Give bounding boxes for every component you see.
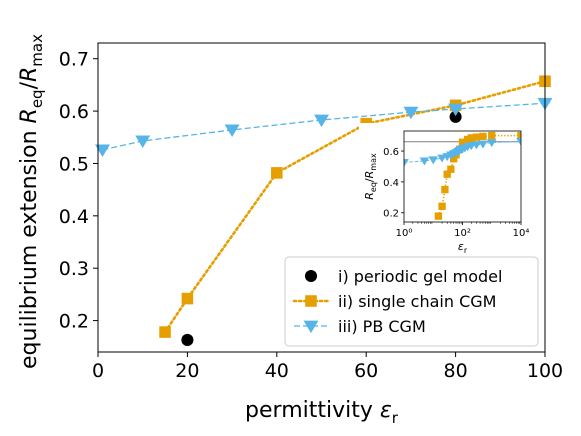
data-point (224, 124, 240, 138)
inset-y-tick-label: 0.4 (383, 178, 399, 189)
data-point (314, 114, 329, 128)
legend-label: i) periodic gel model (338, 267, 502, 286)
y-tick-label: 0.3 (59, 258, 89, 280)
legend: i) periodic gel model ii) single chain CG… (284, 256, 539, 347)
y-tick-label: 0.4 (59, 206, 89, 228)
x-tick-label: 40 (265, 360, 289, 382)
data-point (403, 106, 419, 120)
x-tick-label: 60 (354, 360, 378, 382)
inset-data-point (471, 141, 482, 150)
data-point (181, 333, 194, 347)
legend-marker (303, 320, 319, 334)
y-tick-label: 0.5 (59, 153, 89, 175)
data-point (135, 135, 151, 149)
y-tick-label: 0.7 (59, 49, 89, 71)
x-tick-label: 80 (444, 360, 468, 382)
y-axis-label: equilibrium extension Req/Rmax (17, 34, 46, 369)
inset-data-point (428, 156, 439, 165)
inset-data-point (434, 212, 443, 220)
legend-marker (305, 295, 317, 307)
legend-box (284, 256, 539, 347)
legend-item: ii) single chain CGM (292, 292, 496, 311)
legend-label: ii) single chain CGM (338, 292, 496, 311)
inset-x-tick-label: 10² (454, 228, 471, 239)
x-axis-label: permittivity εr (245, 398, 399, 427)
series-1 (181, 110, 462, 347)
y-tick-label: 0.2 (59, 311, 89, 333)
inset-data-point (516, 138, 521, 147)
inset-data-point (472, 133, 481, 141)
inset-x-tick-label: 10⁴ (513, 228, 530, 239)
inset-data-point (441, 185, 449, 194)
x-tick-label: 0 (92, 360, 104, 382)
inset-data-point (458, 138, 467, 146)
inset-data-point (488, 131, 496, 140)
legend-item: iii) PB CGM (294, 317, 426, 336)
inset-series-2 (404, 138, 521, 167)
inset-y-tick-label: 0.2 (383, 209, 399, 220)
inset-data-point (450, 155, 458, 163)
inset-data-point (467, 134, 475, 142)
data-point (448, 103, 464, 117)
data-point (94, 144, 110, 157)
inset-data-point (517, 131, 521, 140)
data-point (159, 326, 171, 338)
inset-data-point (419, 157, 430, 166)
x-tick-label: 20 (175, 360, 199, 382)
plot-frame (97, 42, 546, 353)
inset-data-point (438, 202, 446, 210)
inset-x-axis-label: εr (458, 240, 468, 255)
data-point (449, 110, 462, 123)
x-tick-label: 100 (527, 360, 563, 382)
inset-data-point (404, 159, 409, 167)
y-tick-label: 0.6 (59, 101, 89, 123)
data-point (181, 292, 194, 305)
inset-data-point (486, 139, 497, 148)
data-point (271, 167, 283, 179)
inset-chart: 10⁰ 10² 10⁴ 0.2 0.4 0.6 εr Req/Rmax (359, 123, 544, 255)
inset-y-axis-label: Req/Rmax (363, 153, 378, 200)
legend-marker (304, 269, 318, 283)
inset-x-tick-label: 10⁰ (396, 228, 413, 239)
inset-data-point (437, 154, 447, 163)
inset-data-point (447, 165, 455, 173)
inset-y-tick-label: 0.6 (383, 147, 399, 158)
inset-background (359, 123, 544, 254)
inset-data-point (443, 170, 451, 178)
legend-label: iii) PB CGM (338, 317, 426, 336)
inset-data-point (479, 132, 487, 141)
inset-data-point (478, 140, 488, 149)
legend-item: i) periodic gel model (304, 267, 502, 286)
